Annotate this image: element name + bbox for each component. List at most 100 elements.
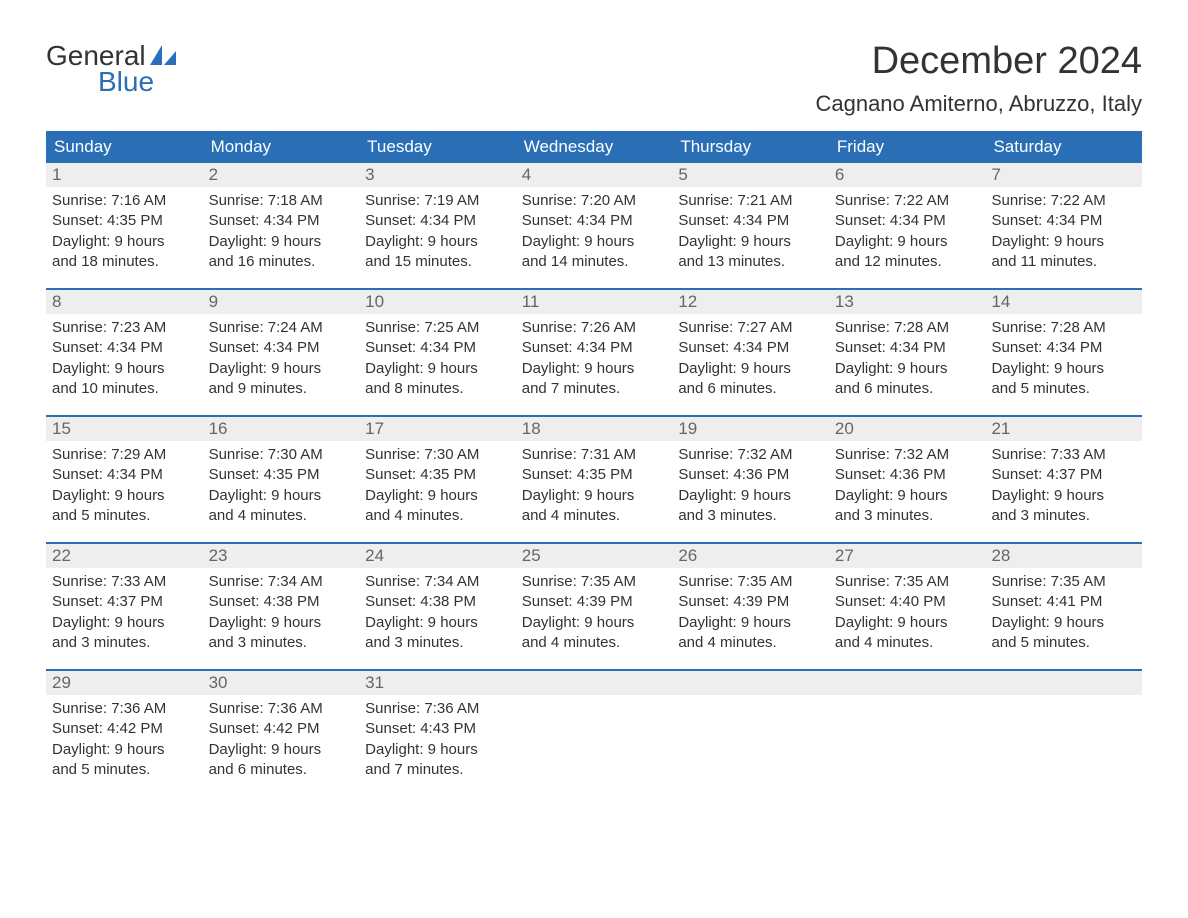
sunset-text: Sunset: 4:35 PM: [209, 465, 354, 485]
day-body: Sunrise: 7:28 AMSunset: 4:34 PMDaylight:…: [985, 314, 1142, 409]
sunset-text: Sunset: 4:34 PM: [678, 211, 823, 231]
daylight-text-1: Daylight: 9 hours: [52, 359, 197, 379]
day-body: Sunrise: 7:18 AMSunset: 4:34 PMDaylight:…: [203, 187, 360, 282]
sunrise-text: Sunrise: 7:22 AM: [991, 191, 1136, 211]
sunrise-text: Sunrise: 7:23 AM: [52, 318, 197, 338]
sunrise-text: Sunrise: 7:36 AM: [209, 699, 354, 719]
sunrise-text: Sunrise: 7:22 AM: [835, 191, 980, 211]
daylight-text-1: Daylight: 9 hours: [522, 232, 667, 252]
sunset-text: Sunset: 4:34 PM: [365, 211, 510, 231]
sunset-text: Sunset: 4:35 PM: [522, 465, 667, 485]
daylight-text-2: and 5 minutes.: [991, 379, 1136, 399]
day-number: 15: [46, 417, 203, 441]
day-number: 9: [203, 290, 360, 314]
sunrise-text: Sunrise: 7:20 AM: [522, 191, 667, 211]
sunrise-text: Sunrise: 7:21 AM: [678, 191, 823, 211]
day-number: [829, 671, 986, 695]
daylight-text-1: Daylight: 9 hours: [678, 359, 823, 379]
sunrise-text: Sunrise: 7:36 AM: [52, 699, 197, 719]
day-body: Sunrise: 7:33 AMSunset: 4:37 PMDaylight:…: [985, 441, 1142, 536]
day-body: Sunrise: 7:35 AMSunset: 4:40 PMDaylight:…: [829, 568, 986, 663]
header: General Blue December 2024 Cagnano Amite…: [46, 40, 1142, 117]
day-number: 23: [203, 544, 360, 568]
week-row: 22232425262728Sunrise: 7:33 AMSunset: 4:…: [46, 542, 1142, 663]
daylight-text-2: and 5 minutes.: [991, 633, 1136, 653]
day-number: 27: [829, 544, 986, 568]
day-header: Wednesday: [516, 131, 673, 163]
daylight-text-1: Daylight: 9 hours: [522, 613, 667, 633]
daylight-text-1: Daylight: 9 hours: [209, 232, 354, 252]
sunrise-text: Sunrise: 7:27 AM: [678, 318, 823, 338]
day-body: Sunrise: 7:25 AMSunset: 4:34 PMDaylight:…: [359, 314, 516, 409]
daylight-text-2: and 3 minutes.: [52, 633, 197, 653]
daylight-text-1: Daylight: 9 hours: [52, 232, 197, 252]
day-number: 29: [46, 671, 203, 695]
day-number: 12: [672, 290, 829, 314]
daylight-text-1: Daylight: 9 hours: [52, 613, 197, 633]
day-number: 8: [46, 290, 203, 314]
day-body: Sunrise: 7:36 AMSunset: 4:42 PMDaylight:…: [203, 695, 360, 790]
sunrise-text: Sunrise: 7:35 AM: [991, 572, 1136, 592]
daylight-text-2: and 3 minutes.: [678, 506, 823, 526]
sunrise-text: Sunrise: 7:25 AM: [365, 318, 510, 338]
sunrise-text: Sunrise: 7:30 AM: [209, 445, 354, 465]
day-number: 13: [829, 290, 986, 314]
daylight-text-2: and 15 minutes.: [365, 252, 510, 272]
day-number: 14: [985, 290, 1142, 314]
daylight-text-2: and 7 minutes.: [365, 760, 510, 780]
day-body: [829, 695, 986, 790]
daylight-text-1: Daylight: 9 hours: [209, 740, 354, 760]
day-body: Sunrise: 7:24 AMSunset: 4:34 PMDaylight:…: [203, 314, 360, 409]
day-body: Sunrise: 7:30 AMSunset: 4:35 PMDaylight:…: [359, 441, 516, 536]
sunrise-text: Sunrise: 7:19 AM: [365, 191, 510, 211]
daylight-text-1: Daylight: 9 hours: [365, 613, 510, 633]
daylight-text-2: and 7 minutes.: [522, 379, 667, 399]
daylight-text-1: Daylight: 9 hours: [991, 486, 1136, 506]
sunset-text: Sunset: 4:37 PM: [991, 465, 1136, 485]
sunset-text: Sunset: 4:40 PM: [835, 592, 980, 612]
daylight-text-1: Daylight: 9 hours: [52, 486, 197, 506]
sunset-text: Sunset: 4:34 PM: [209, 211, 354, 231]
calendar: Sunday Monday Tuesday Wednesday Thursday…: [46, 131, 1142, 790]
daylight-text-2: and 10 minutes.: [52, 379, 197, 399]
daylight-text-2: and 4 minutes.: [365, 506, 510, 526]
daylight-text-2: and 4 minutes.: [522, 506, 667, 526]
daylight-text-2: and 12 minutes.: [835, 252, 980, 272]
day-number: [985, 671, 1142, 695]
day-header: Sunday: [46, 131, 203, 163]
sunrise-text: Sunrise: 7:31 AM: [522, 445, 667, 465]
day-body: Sunrise: 7:30 AMSunset: 4:35 PMDaylight:…: [203, 441, 360, 536]
sunrise-text: Sunrise: 7:16 AM: [52, 191, 197, 211]
daylight-text-1: Daylight: 9 hours: [991, 359, 1136, 379]
sunrise-text: Sunrise: 7:33 AM: [52, 572, 197, 592]
sunset-text: Sunset: 4:34 PM: [365, 338, 510, 358]
daylight-text-1: Daylight: 9 hours: [835, 359, 980, 379]
daylight-text-1: Daylight: 9 hours: [209, 613, 354, 633]
daylight-text-2: and 4 minutes.: [678, 633, 823, 653]
sunrise-text: Sunrise: 7:32 AM: [678, 445, 823, 465]
sunset-text: Sunset: 4:36 PM: [678, 465, 823, 485]
sunset-text: Sunset: 4:35 PM: [52, 211, 197, 231]
sunrise-text: Sunrise: 7:35 AM: [678, 572, 823, 592]
location-subtitle: Cagnano Amiterno, Abruzzo, Italy: [815, 91, 1142, 117]
day-number: 10: [359, 290, 516, 314]
day-body: Sunrise: 7:26 AMSunset: 4:34 PMDaylight:…: [516, 314, 673, 409]
day-number: 4: [516, 163, 673, 187]
sunset-text: Sunset: 4:34 PM: [678, 338, 823, 358]
sunset-text: Sunset: 4:43 PM: [365, 719, 510, 739]
day-body: Sunrise: 7:28 AMSunset: 4:34 PMDaylight:…: [829, 314, 986, 409]
day-body: Sunrise: 7:32 AMSunset: 4:36 PMDaylight:…: [672, 441, 829, 536]
day-number: 19: [672, 417, 829, 441]
daylight-text-2: and 3 minutes.: [991, 506, 1136, 526]
day-number: 22: [46, 544, 203, 568]
day-number: 3: [359, 163, 516, 187]
sunset-text: Sunset: 4:39 PM: [522, 592, 667, 612]
sunrise-text: Sunrise: 7:26 AM: [522, 318, 667, 338]
daylight-text-2: and 5 minutes.: [52, 760, 197, 780]
title-block: December 2024 Cagnano Amiterno, Abruzzo,…: [815, 40, 1142, 117]
sunrise-text: Sunrise: 7:36 AM: [365, 699, 510, 719]
day-header: Friday: [829, 131, 986, 163]
day-header: Saturday: [985, 131, 1142, 163]
logo: General Blue: [46, 40, 176, 98]
daylight-text-1: Daylight: 9 hours: [991, 232, 1136, 252]
